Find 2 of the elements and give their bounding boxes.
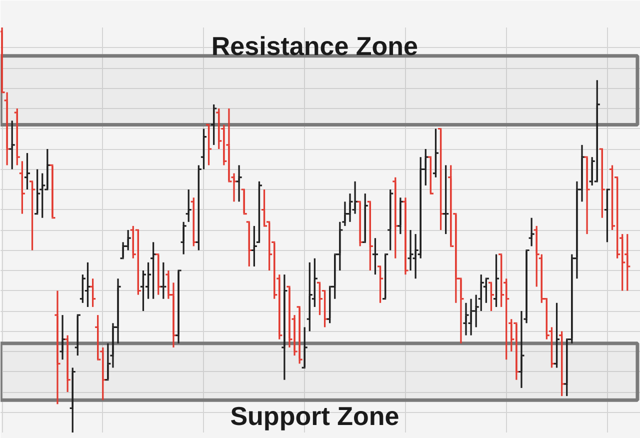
band-label: Support Zone xyxy=(230,401,400,432)
band-label: Resistance Zone xyxy=(211,30,418,61)
